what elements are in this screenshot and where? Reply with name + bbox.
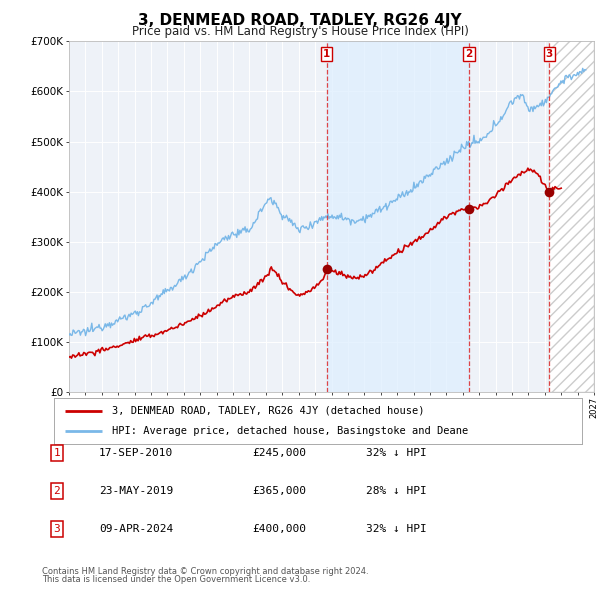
Text: 32% ↓ HPI: 32% ↓ HPI [366,524,427,533]
Text: 17-SEP-2010: 17-SEP-2010 [99,448,173,458]
Text: This data is licensed under the Open Government Licence v3.0.: This data is licensed under the Open Gov… [42,575,310,584]
Text: 32% ↓ HPI: 32% ↓ HPI [366,448,427,458]
Text: 3, DENMEAD ROAD, TADLEY, RG26 4JY (detached house): 3, DENMEAD ROAD, TADLEY, RG26 4JY (detac… [112,405,425,415]
Bar [549,41,594,392]
Text: 3: 3 [53,524,61,533]
Text: 09-APR-2024: 09-APR-2024 [99,524,173,533]
Text: Price paid vs. HM Land Registry's House Price Index (HPI): Price paid vs. HM Land Registry's House … [131,25,469,38]
Bar [549,41,594,392]
Text: £365,000: £365,000 [252,486,306,496]
Text: £245,000: £245,000 [252,448,306,458]
Text: 1: 1 [53,448,61,458]
Text: £400,000: £400,000 [252,524,306,533]
Text: 23-MAY-2019: 23-MAY-2019 [99,486,173,496]
Text: Contains HM Land Registry data © Crown copyright and database right 2024.: Contains HM Land Registry data © Crown c… [42,567,368,576]
Text: 28% ↓ HPI: 28% ↓ HPI [366,486,427,496]
Text: 1: 1 [323,49,331,59]
Text: HPI: Average price, detached house, Basingstoke and Deane: HPI: Average price, detached house, Basi… [112,427,469,437]
Text: 3: 3 [545,49,553,59]
Text: 3, DENMEAD ROAD, TADLEY, RG26 4JY: 3, DENMEAD ROAD, TADLEY, RG26 4JY [138,13,462,28]
Text: 2: 2 [466,49,473,59]
Bar [327,41,469,392]
Text: 2: 2 [53,486,61,496]
